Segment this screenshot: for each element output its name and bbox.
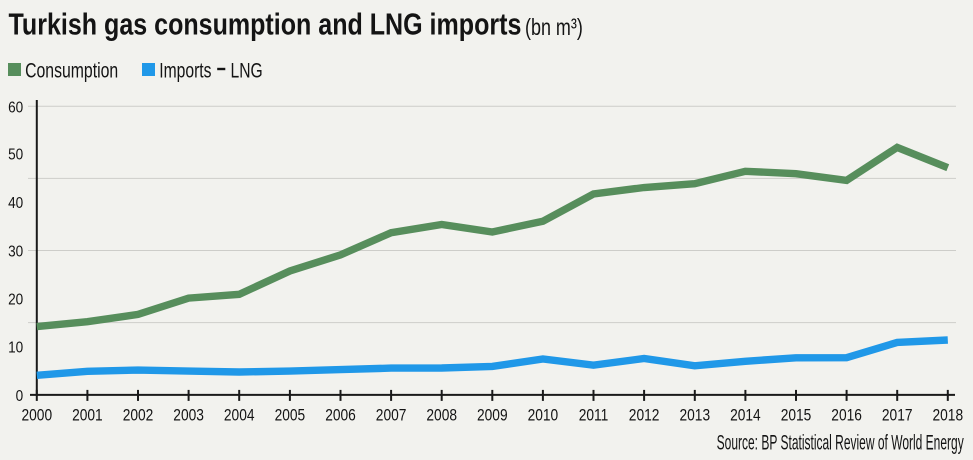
- svg-text:40: 40: [8, 195, 23, 212]
- svg-text:(bn m³): (bn m³): [525, 15, 583, 41]
- svg-text:2008: 2008: [426, 406, 457, 425]
- svg-text:2005: 2005: [275, 406, 306, 425]
- svg-text:2012: 2012: [629, 406, 660, 425]
- svg-text:2011: 2011: [579, 406, 609, 425]
- svg-text:2015: 2015: [781, 406, 812, 425]
- svg-text:20: 20: [8, 292, 23, 309]
- svg-text:2001: 2001: [72, 406, 103, 425]
- svg-text:10: 10: [8, 340, 23, 357]
- svg-text:2006: 2006: [325, 406, 356, 425]
- svg-text:2003: 2003: [173, 406, 204, 425]
- svg-text:2010: 2010: [528, 406, 559, 425]
- svg-text:Source: BP Statistical Review: Source: BP Statistical Review of World E…: [717, 431, 964, 454]
- svg-text:2016: 2016: [831, 406, 862, 425]
- svg-text:2002: 2002: [123, 406, 154, 425]
- svg-text:2009: 2009: [477, 406, 508, 425]
- svg-text:0: 0: [16, 388, 24, 405]
- svg-text:2013: 2013: [679, 406, 710, 425]
- svg-text:Imports: Imports: [159, 58, 211, 82]
- svg-text:Consumption: Consumption: [25, 58, 118, 82]
- svg-text:30: 30: [8, 244, 23, 261]
- svg-text:2014: 2014: [730, 406, 761, 425]
- svg-text:2018: 2018: [932, 406, 963, 425]
- svg-text:2004: 2004: [224, 406, 255, 425]
- svg-text:LNG: LNG: [231, 58, 263, 82]
- svg-text:2017: 2017: [882, 406, 913, 425]
- svg-text:2007: 2007: [376, 406, 407, 425]
- svg-text:Turkish gas consumption and LN: Turkish gas consumption and LNG imports: [9, 6, 522, 41]
- svg-text:60: 60: [8, 100, 23, 117]
- svg-text:50: 50: [8, 146, 23, 163]
- svg-text:2000: 2000: [21, 406, 52, 425]
